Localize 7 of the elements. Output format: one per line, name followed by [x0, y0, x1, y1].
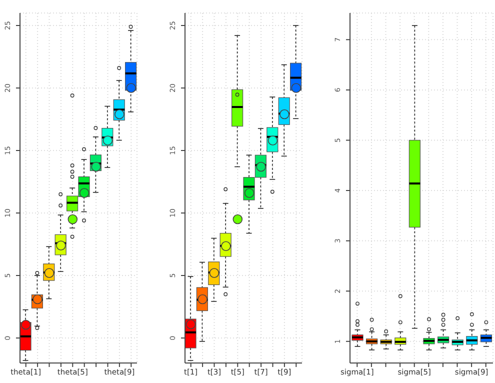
- point: [232, 214, 243, 224]
- point: [126, 83, 136, 93]
- point: [79, 188, 90, 198]
- point: [186, 319, 196, 330]
- point: [20, 320, 31, 330]
- point: [291, 83, 302, 93]
- point: [68, 214, 78, 224]
